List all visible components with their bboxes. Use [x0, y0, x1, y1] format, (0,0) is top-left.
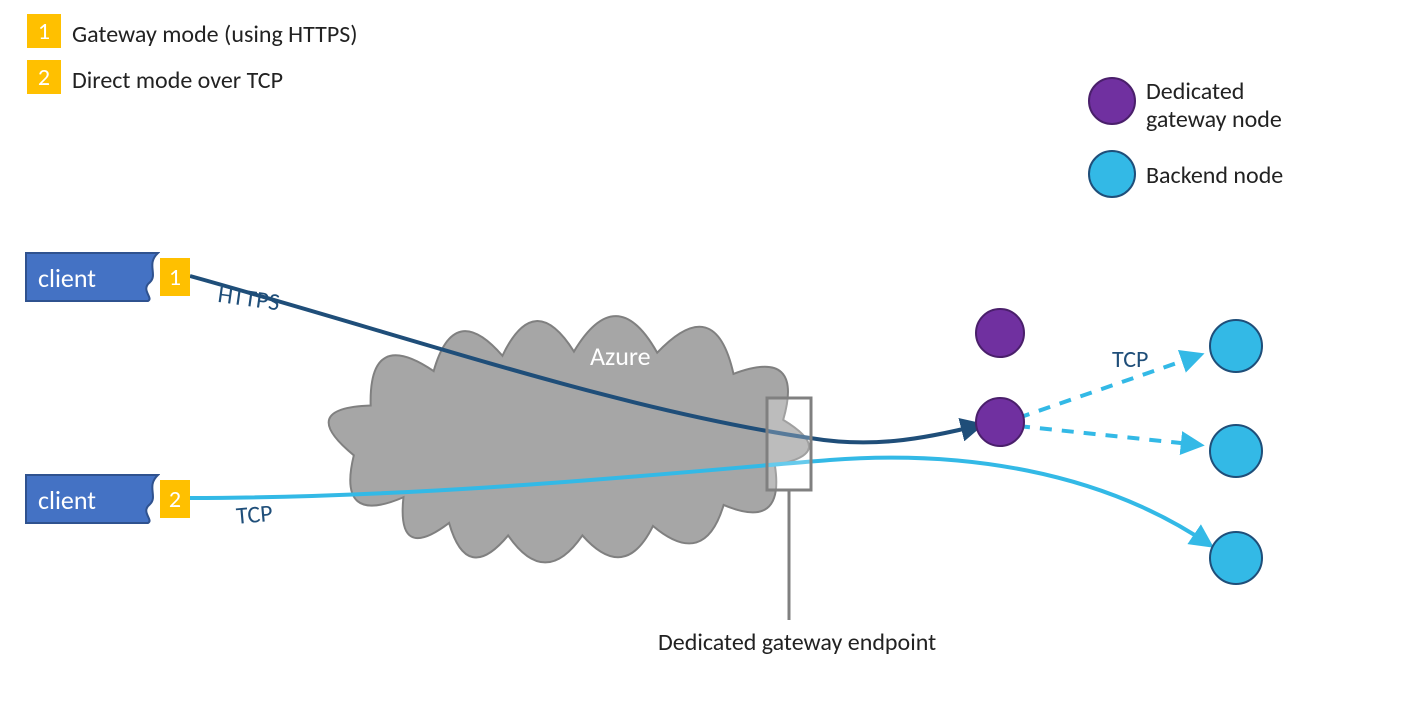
gateway-node — [976, 398, 1024, 446]
legend-number-label: Gateway mode (using HTTPS) — [72, 20, 358, 49]
legend-gateway-node-icon — [1089, 78, 1135, 124]
connection-label: TCP — [235, 499, 274, 531]
client-number-badge: 1 — [160, 258, 190, 296]
endpoint-rect — [767, 398, 811, 490]
gateway-node — [976, 309, 1024, 357]
legend-gateway-node-label: Dedicatedgateway node — [1146, 78, 1282, 133]
client-number-value: 1 — [169, 263, 181, 292]
client-number-value: 2 — [169, 485, 181, 514]
tcp-dashed-line-1 — [1018, 355, 1200, 418]
legend-node-label-line: Backend node — [1146, 162, 1283, 190]
azure-cloud — [329, 316, 809, 562]
backend-node — [1210, 320, 1262, 372]
legend-node-label-line: gateway node — [1146, 106, 1282, 134]
legend-number-1: 1 — [27, 14, 61, 48]
endpoint-label: Dedicated gateway endpoint — [658, 628, 936, 657]
client-number-badge: 2 — [160, 480, 190, 518]
client-label: client — [38, 484, 96, 516]
backend-node — [1210, 425, 1262, 477]
legend-backend-node-label: Backend node — [1146, 162, 1283, 190]
legend-node-label-line: Dedicated — [1146, 78, 1282, 106]
client-box: client — [24, 473, 160, 525]
client-label: client — [38, 262, 96, 294]
azure-cloud-label: Azure — [590, 340, 651, 372]
legend-number-label: Direct mode over TCP — [72, 66, 283, 95]
legend-number-value: 1 — [38, 17, 50, 46]
legend-backend-node-icon — [1089, 151, 1135, 197]
client-box: client — [24, 251, 160, 303]
backend-node — [1210, 532, 1262, 584]
tcp-dashed-line-2 — [1018, 426, 1200, 445]
legend-number-value: 2 — [38, 63, 50, 92]
connection-label: TCP — [1112, 345, 1148, 374]
legend-number-2: 2 — [27, 60, 61, 94]
